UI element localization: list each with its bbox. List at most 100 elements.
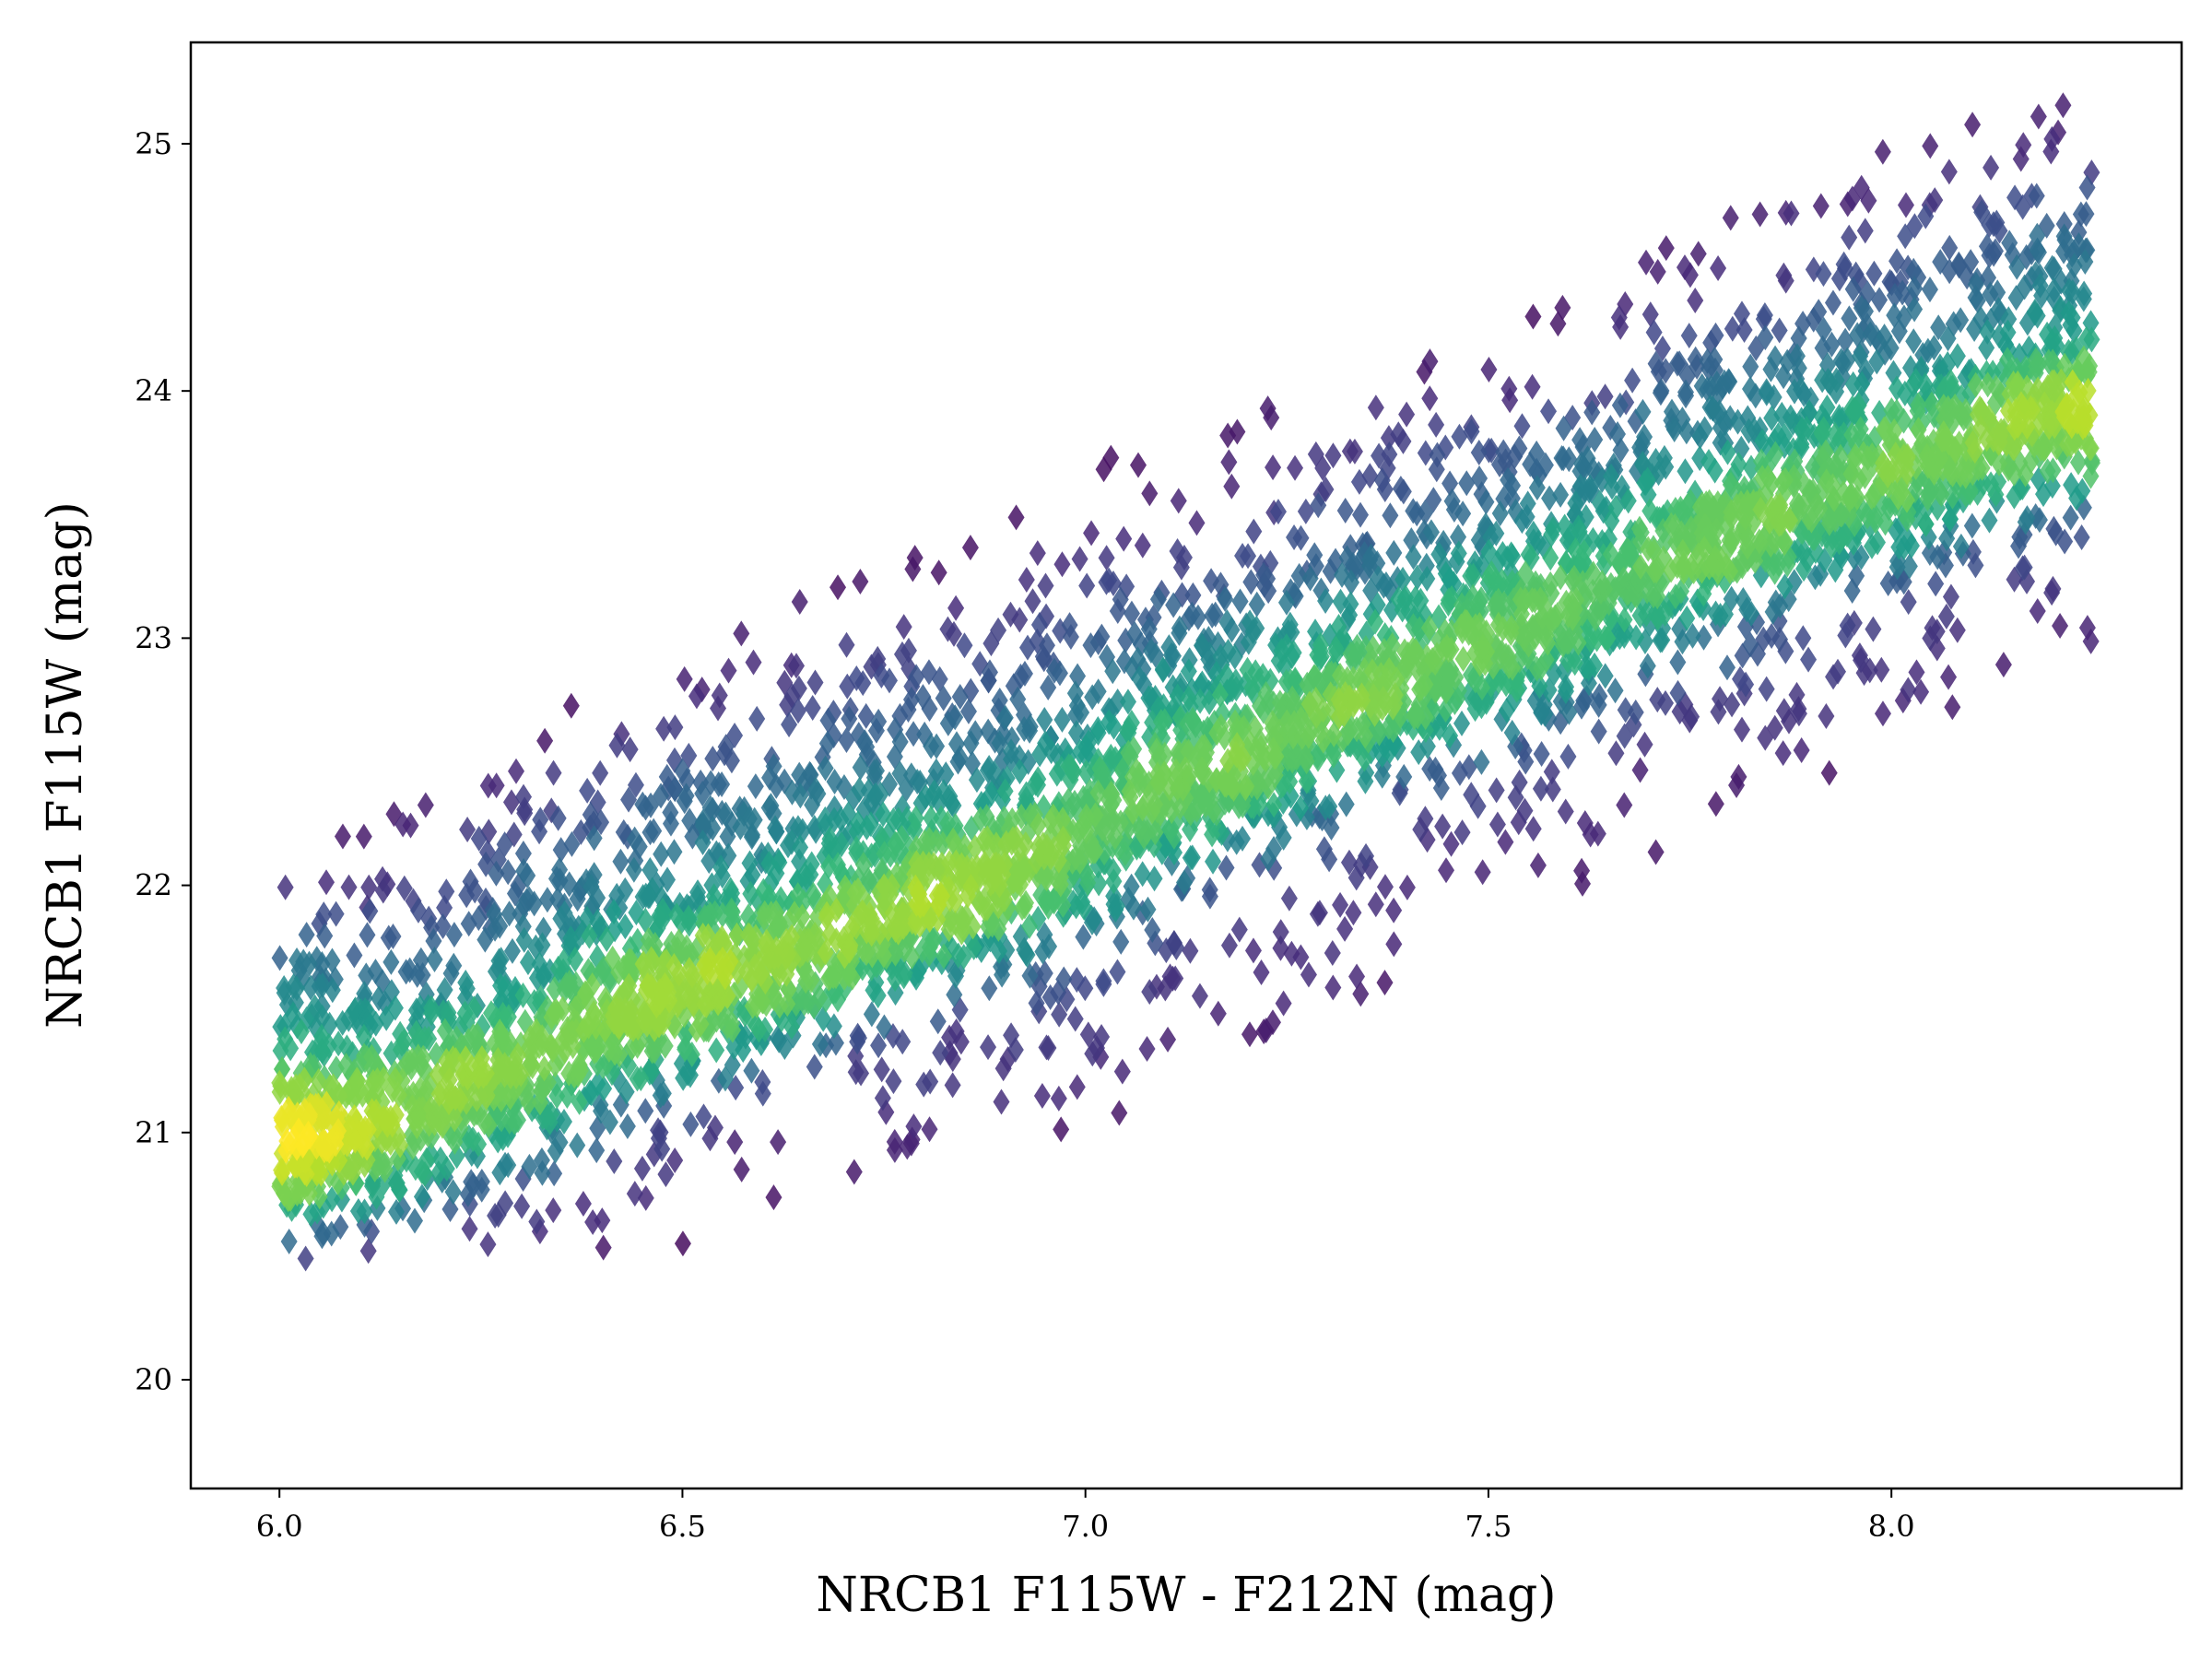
scatter-point bbox=[1680, 323, 1698, 349]
scatter-point bbox=[945, 620, 962, 647]
scatter-point bbox=[409, 897, 427, 924]
scatter-point bbox=[1757, 324, 1774, 351]
scatter-point bbox=[1149, 586, 1167, 613]
scatter-point bbox=[1758, 676, 1775, 702]
scatter-point bbox=[745, 649, 762, 676]
scatter-point bbox=[1812, 193, 1830, 219]
scatter-point bbox=[533, 1147, 550, 1173]
scatter-point bbox=[962, 730, 980, 757]
scatter-point bbox=[1220, 449, 1238, 476]
scatter-point bbox=[902, 1130, 920, 1157]
scatter-point bbox=[425, 928, 442, 955]
scatter-point bbox=[574, 1190, 592, 1217]
scatter-point bbox=[1879, 571, 1897, 597]
scatter-point bbox=[1540, 398, 1558, 425]
scatter-point bbox=[929, 1008, 947, 1035]
scatter-point bbox=[1894, 279, 1912, 306]
scatter-point bbox=[1766, 714, 1783, 741]
scatter-point bbox=[2001, 229, 2018, 256]
scatter-point bbox=[1737, 671, 1755, 698]
scatter-point bbox=[874, 1085, 891, 1112]
scatter-point bbox=[298, 922, 315, 948]
scatter-point bbox=[585, 825, 603, 852]
scatter-point bbox=[1021, 962, 1039, 989]
scatter-point bbox=[521, 886, 538, 912]
scatter-point bbox=[2082, 628, 2100, 654]
scatter-point bbox=[790, 675, 807, 701]
scatter-point bbox=[1473, 748, 1490, 775]
scatter-point bbox=[1038, 1034, 1055, 1061]
scatter-point bbox=[905, 721, 923, 747]
scatter-point bbox=[1068, 1074, 1086, 1100]
scatter-point bbox=[1082, 632, 1100, 659]
scatter-point bbox=[681, 807, 699, 834]
scatter-point bbox=[1967, 271, 1984, 298]
scatter-point bbox=[653, 1135, 671, 1162]
scatter-point bbox=[657, 1161, 675, 1188]
scatter-point bbox=[1783, 200, 1800, 227]
scatter-point bbox=[461, 1216, 478, 1242]
scatter-point bbox=[1045, 657, 1063, 684]
scatter-point bbox=[1700, 356, 1717, 382]
scatter-point bbox=[1771, 317, 1788, 344]
scatter-point bbox=[1865, 260, 1883, 287]
scatter-point bbox=[1165, 592, 1182, 618]
scatter-point bbox=[1469, 793, 1487, 819]
scatter-point bbox=[1134, 532, 1151, 559]
scatter-point bbox=[2030, 239, 2047, 265]
scatter-point bbox=[1529, 852, 1547, 878]
scatter-point bbox=[1982, 281, 1999, 308]
scatter-point bbox=[1358, 842, 1375, 869]
scatter-point bbox=[626, 1181, 643, 1207]
scatter-point bbox=[488, 860, 505, 887]
scatter-point bbox=[1403, 527, 1420, 554]
scatter-point bbox=[993, 1088, 1010, 1115]
scatter-point bbox=[908, 664, 925, 690]
scatter-point bbox=[1209, 1000, 1227, 1027]
scatter-point bbox=[633, 1155, 651, 1182]
scatter-point bbox=[1223, 473, 1241, 500]
scatter-point bbox=[1102, 444, 1120, 471]
scatter-point bbox=[885, 1068, 902, 1095]
scatter-point bbox=[2043, 125, 2061, 152]
scatter-point bbox=[1244, 937, 1262, 964]
scatter-point bbox=[445, 922, 463, 948]
scatter-point bbox=[562, 692, 580, 719]
scatter-point bbox=[1906, 296, 1924, 323]
scatter-point bbox=[1513, 413, 1531, 440]
scatter-point bbox=[1820, 759, 1838, 786]
scatter-point bbox=[1488, 811, 1506, 838]
scatter-point bbox=[1144, 916, 1161, 943]
scatter-point bbox=[1324, 939, 1341, 966]
scatter-point bbox=[1075, 924, 1092, 950]
scatter-point bbox=[1029, 540, 1046, 567]
scatter-point bbox=[1138, 1036, 1156, 1063]
scatter-point bbox=[1442, 830, 1460, 857]
scatter-point bbox=[1040, 674, 1057, 700]
scatter-point bbox=[1079, 1021, 1097, 1048]
scatter-point bbox=[1624, 367, 1641, 394]
scatter-point bbox=[1369, 550, 1386, 577]
scatter-point bbox=[1264, 1009, 1281, 1036]
scatter-point bbox=[1182, 937, 1199, 964]
scatter-point bbox=[900, 637, 917, 664]
scatter-point bbox=[531, 818, 548, 845]
scatter-point bbox=[1218, 854, 1235, 881]
scatter-point bbox=[1865, 616, 1882, 642]
scatter-point bbox=[1524, 373, 1541, 400]
scatter-point bbox=[1983, 154, 2000, 181]
scatter-point bbox=[666, 1147, 684, 1173]
scatter-point bbox=[930, 559, 947, 586]
scatter-point bbox=[914, 684, 932, 711]
scatter-point bbox=[2012, 146, 2030, 172]
scatter-point bbox=[359, 1238, 377, 1265]
scatter-point bbox=[1460, 754, 1477, 781]
scatter-point bbox=[1470, 440, 1488, 466]
scatter-point bbox=[931, 665, 948, 692]
scatter-point bbox=[1012, 663, 1030, 689]
scatter-point bbox=[747, 773, 764, 800]
scatter-point bbox=[1051, 1001, 1068, 1028]
scatter-point bbox=[1928, 618, 1946, 645]
scatter-point bbox=[1477, 488, 1495, 515]
scatter-point bbox=[2045, 515, 2063, 542]
